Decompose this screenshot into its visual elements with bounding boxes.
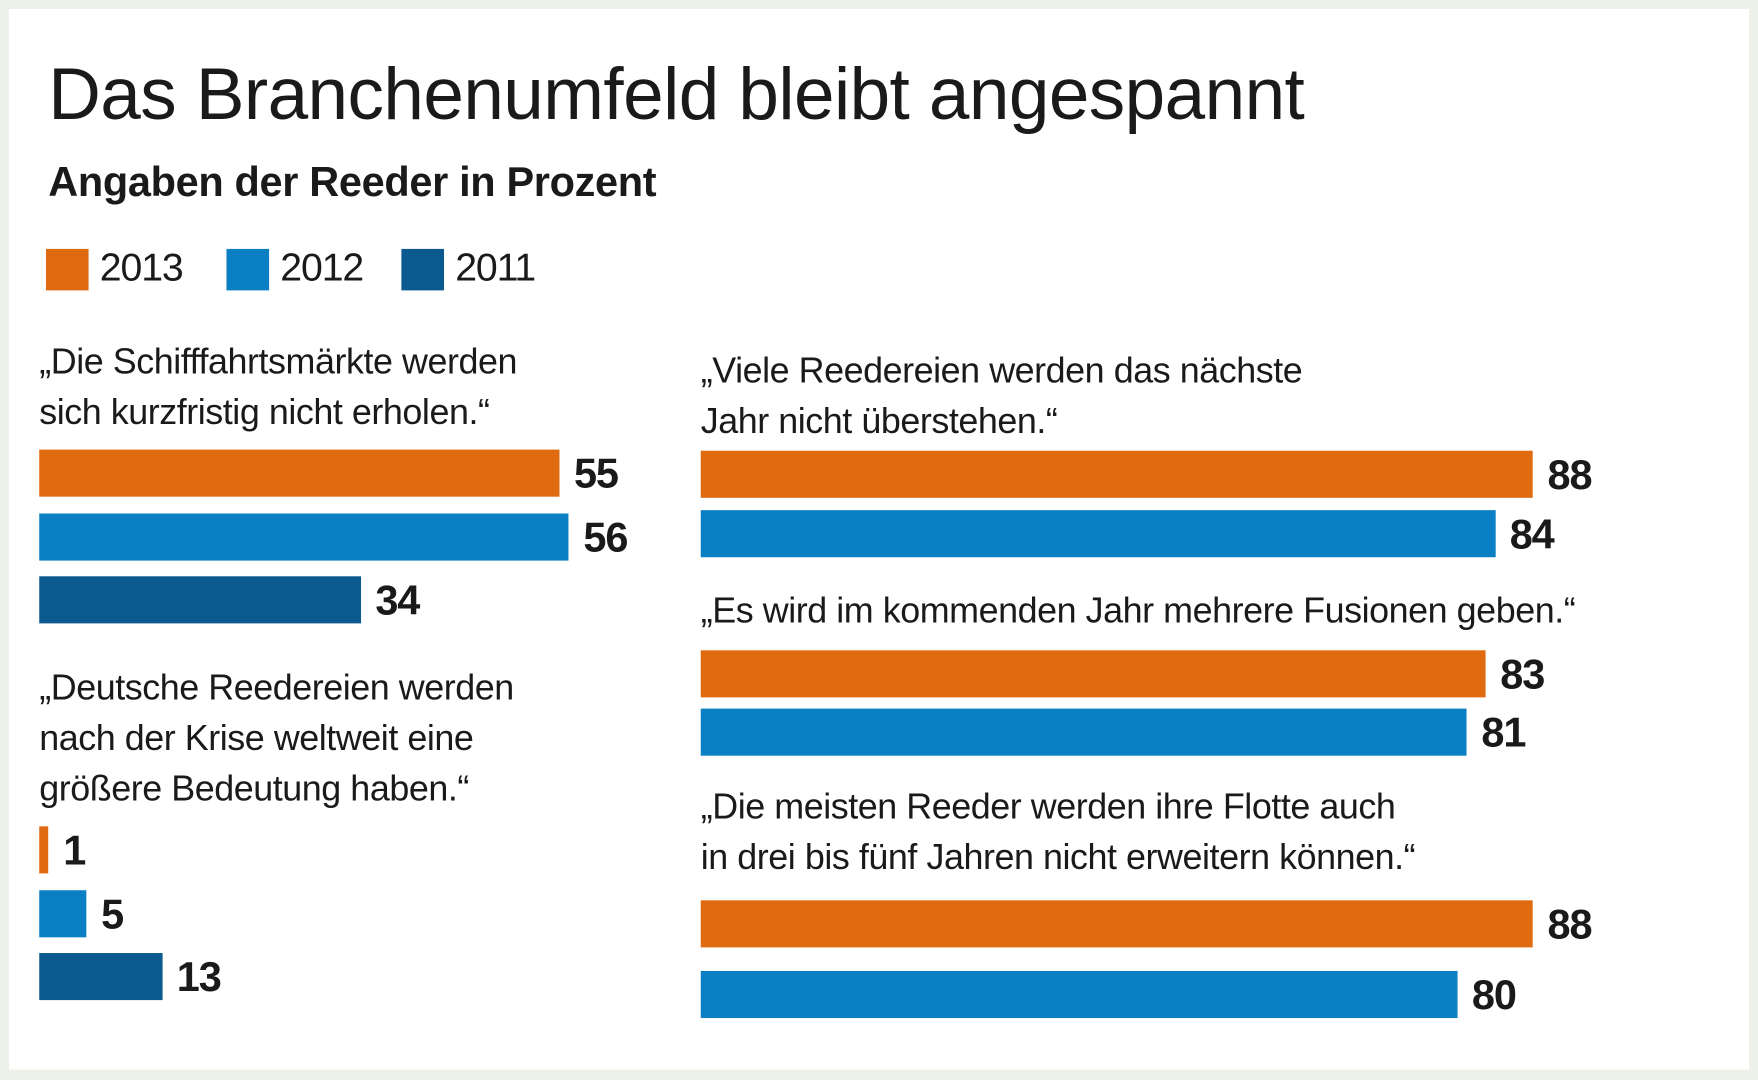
data-label: 13 [176, 954, 222, 1001]
quote-line: in drei bis fünf Jahren nicht erweitern … [700, 836, 1416, 877]
group-quote: „Es wird im kommenden Jahr mehrere Fusio… [700, 585, 1576, 635]
bar-2011 [39, 576, 361, 624]
data-label: 1 [63, 827, 86, 874]
data-label: 88 [1547, 451, 1593, 498]
legend-swatch-2011 [401, 248, 444, 291]
data-label: 84 [1509, 511, 1555, 558]
quote-line: „Die meisten Reeder werden ihre Flotte a… [700, 785, 1396, 827]
bar-2012 [700, 510, 1496, 558]
bar-2013 [39, 449, 560, 497]
bar-2013 [700, 650, 1486, 698]
chart-subtitle: Angaben der Reeder in Prozent [48, 159, 657, 206]
legend-label-2013: 2013 [99, 245, 184, 290]
legend-label-2012: 2012 [280, 245, 364, 290]
bar-2011 [39, 953, 163, 1001]
data-label: 83 [1500, 651, 1545, 698]
quote-line: größere Bedeutung haben.“ [39, 768, 469, 809]
data-label: 81 [1481, 709, 1526, 756]
bar-2012 [39, 890, 87, 938]
quote-line: Jahr nicht überstehen.“ [700, 400, 1058, 441]
group-quote: „Die meisten Reeder werden ihre Flotte a… [700, 781, 1416, 882]
legend-swatch-2012 [226, 248, 270, 291]
bar-2013 [700, 450, 1533, 498]
bar-2012 [700, 970, 1458, 1019]
quote-line: nach der Krise weltweit eine [39, 717, 474, 758]
legend-swatch-2013 [45, 248, 89, 291]
quote-line: „Die Schifffahrtsmärkte werden [39, 340, 518, 382]
group-quote: „Die Schifffahrtsmärkte werden sich kurzf… [39, 336, 517, 437]
quote-line: „Viele Reedereien werden das nächste [700, 349, 1303, 391]
data-label: 80 [1471, 972, 1517, 1019]
group-quote: „Viele Reedereien werden das nächste Jahr… [701, 345, 1303, 446]
data-label: 5 [101, 891, 124, 938]
bar-2013 [700, 900, 1533, 948]
data-label: 88 [1547, 901, 1593, 948]
data-label: 56 [583, 514, 628, 561]
legend-label-2011: 2011 [455, 245, 536, 290]
group-quote: „Deutsche Reedereien werden nach der Kris… [39, 663, 514, 814]
bar-2012 [700, 708, 1467, 756]
data-label: 55 [573, 450, 619, 497]
quote-line: „Es wird im kommenden Jahr mehrere Fusio… [700, 589, 1576, 631]
bar-2013 [39, 826, 49, 874]
quote-line: sich kurzfristig nicht erholen.“ [39, 391, 490, 432]
quote-line: „Deutsche Reedereien werden [39, 667, 514, 708]
bar-2012 [39, 513, 569, 561]
data-label: 34 [375, 577, 420, 624]
chart-title: Das Branchenumfeld bleibt angespannt [48, 52, 1305, 135]
